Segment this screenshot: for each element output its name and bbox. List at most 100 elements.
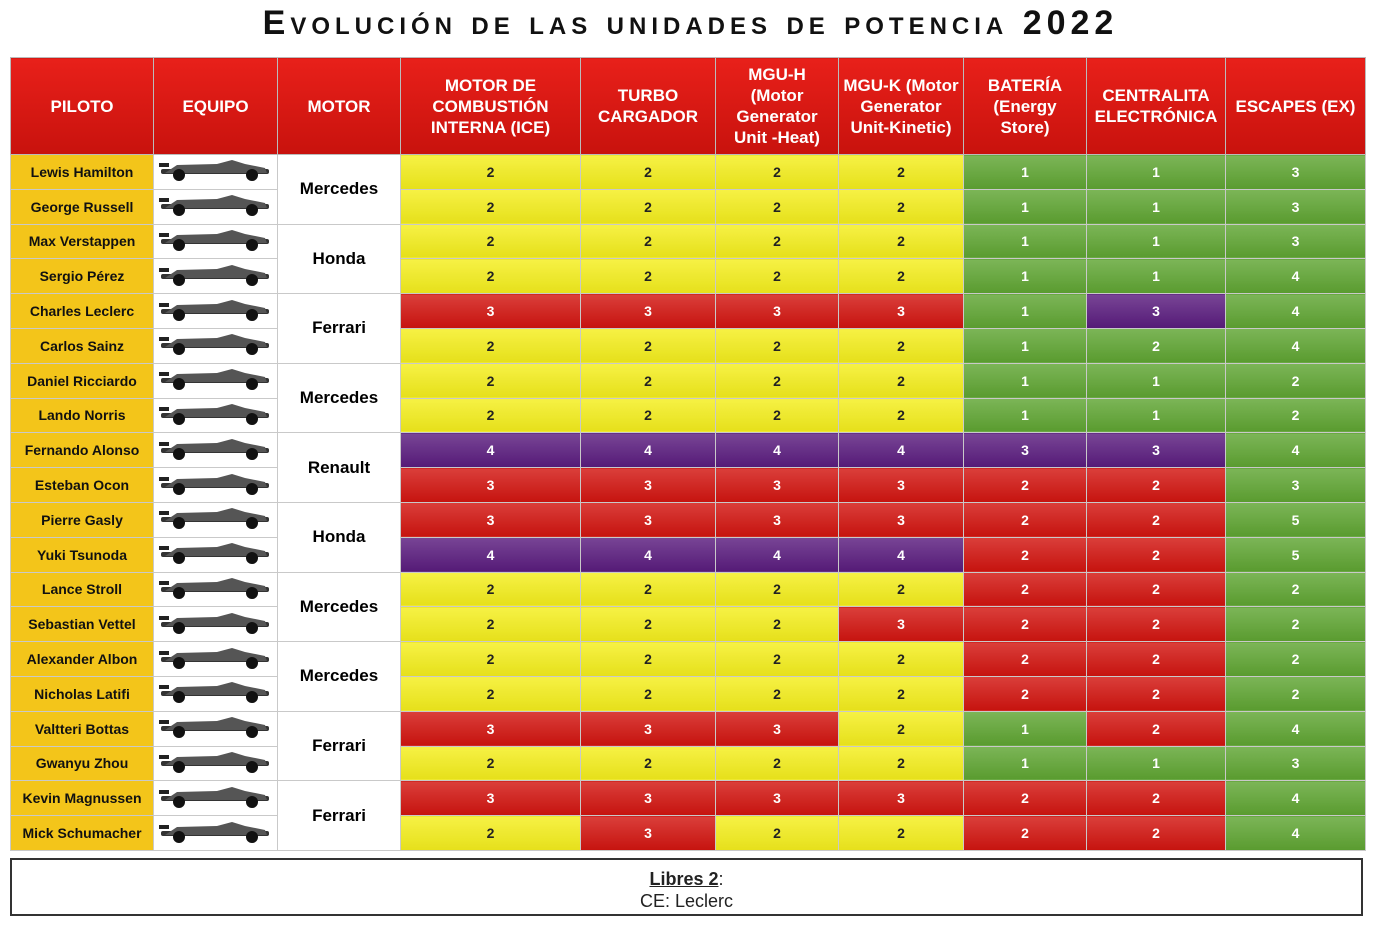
value-cell: 2 bbox=[963, 780, 1087, 817]
value-cell: 1 bbox=[1086, 223, 1226, 260]
value-cell: 2 bbox=[715, 362, 839, 399]
value-cell: 3 bbox=[1225, 154, 1366, 190]
value-cell: 2 bbox=[1225, 571, 1366, 608]
value-cell: 2 bbox=[838, 571, 964, 608]
value-cell: 2 bbox=[1086, 641, 1226, 677]
table-row: Max Verstappen Honda 2 2 2 2 1 1 3 bbox=[10, 223, 1366, 295]
value-cell: 4 bbox=[1225, 327, 1366, 364]
driver-cell: George Russell bbox=[10, 188, 154, 225]
car-icon bbox=[158, 682, 269, 704]
car-cell bbox=[153, 327, 278, 364]
value-cell: 2 bbox=[580, 223, 716, 260]
value-cell: 1 bbox=[1086, 362, 1226, 399]
value-cell: 2 bbox=[715, 745, 839, 782]
driver-cell: Pierre Gasly bbox=[10, 501, 154, 538]
column-header: ESCAPES (EX) bbox=[1225, 57, 1366, 155]
value-cell: 3 bbox=[838, 501, 964, 538]
value-cell: 3 bbox=[580, 293, 716, 329]
footer-note: CE: Leclerc bbox=[639, 891, 734, 911]
value-cell: 2 bbox=[1086, 571, 1226, 608]
value-cell: 5 bbox=[1225, 501, 1366, 538]
value-cell: 3 bbox=[580, 710, 716, 747]
driver-cell: Fernando Alonso bbox=[10, 432, 154, 469]
driver-cell: Valtteri Bottas bbox=[10, 710, 154, 747]
value-cell: 1 bbox=[963, 362, 1087, 399]
car-icon bbox=[158, 334, 269, 356]
value-cell: 3 bbox=[963, 432, 1087, 469]
value-cell: 2 bbox=[1086, 606, 1226, 643]
value-cell: 2 bbox=[1225, 606, 1366, 643]
value-cell: 2 bbox=[580, 188, 716, 225]
value-cell: 3 bbox=[838, 293, 964, 329]
driver-cell: Sergio Pérez bbox=[10, 258, 154, 295]
value-cell: 2 bbox=[838, 258, 964, 295]
column-header: MOTOR bbox=[277, 57, 401, 155]
car-cell bbox=[153, 536, 278, 573]
car-cell bbox=[153, 223, 278, 260]
value-cell: 4 bbox=[580, 536, 716, 573]
car-icon bbox=[158, 299, 269, 321]
car-icon bbox=[158, 229, 269, 251]
engine-cell: Ferrari bbox=[277, 710, 401, 782]
table-row: Carlos Sainz 2 2 2 2 1 2 4 bbox=[10, 327, 1366, 364]
engine-cell: Ferrari bbox=[277, 780, 401, 851]
value-cell: 3 bbox=[400, 780, 581, 817]
table-row: Lance Stroll Mercedes 2 2 2 2 2 2 2 bbox=[10, 571, 1366, 643]
driver-cell: Charles Leclerc bbox=[10, 293, 154, 329]
value-cell: 2 bbox=[400, 258, 581, 295]
driver-cell: Gwanyu Zhou bbox=[10, 745, 154, 782]
value-cell: 4 bbox=[715, 536, 839, 573]
value-cell: 2 bbox=[838, 641, 964, 677]
column-header: MGU-H (Motor Generator Unit -Heat) bbox=[715, 57, 839, 155]
car-cell bbox=[153, 293, 278, 329]
value-cell: 2 bbox=[715, 223, 839, 260]
value-cell: 3 bbox=[838, 467, 964, 503]
car-icon bbox=[158, 438, 269, 460]
value-cell: 3 bbox=[838, 780, 964, 817]
car-cell bbox=[153, 432, 278, 469]
car-icon bbox=[158, 473, 269, 495]
engine-cell: Mercedes bbox=[277, 641, 401, 712]
value-cell: 2 bbox=[715, 154, 839, 190]
driver-cell: Nicholas Latifi bbox=[10, 675, 154, 712]
value-cell: 3 bbox=[1086, 432, 1226, 469]
value-cell: 1 bbox=[963, 154, 1087, 190]
value-cell: 1 bbox=[1086, 154, 1226, 190]
car-icon bbox=[158, 751, 269, 773]
value-cell: 2 bbox=[400, 397, 581, 434]
value-cell: 3 bbox=[400, 467, 581, 503]
car-cell bbox=[153, 780, 278, 817]
table-row: Esteban Ocon 3 3 3 3 2 2 3 bbox=[10, 467, 1366, 503]
value-cell: 2 bbox=[580, 327, 716, 364]
table-row: Sergio Pérez 2 2 2 2 1 1 4 bbox=[10, 258, 1366, 295]
value-cell: 2 bbox=[1086, 327, 1226, 364]
value-cell: 2 bbox=[838, 675, 964, 712]
value-cell: 2 bbox=[580, 397, 716, 434]
value-cell: 1 bbox=[1086, 188, 1226, 225]
value-cell: 3 bbox=[580, 467, 716, 503]
value-cell: 2 bbox=[580, 154, 716, 190]
engine-cell: Ferrari bbox=[277, 293, 401, 364]
column-header: TURBO CARGADOR bbox=[580, 57, 716, 155]
engine-cell: Renault bbox=[277, 432, 401, 503]
value-cell: 2 bbox=[963, 467, 1087, 503]
value-cell: 2 bbox=[715, 327, 839, 364]
value-cell: 3 bbox=[580, 501, 716, 538]
table-row: Yuki Tsunoda 4 4 4 4 2 2 5 bbox=[10, 536, 1366, 573]
car-icon bbox=[158, 369, 269, 391]
column-header: BATERÍA (Energy Store) bbox=[963, 57, 1087, 155]
table-row: Nicholas Latifi 2 2 2 2 2 2 2 bbox=[10, 675, 1366, 712]
value-cell: 2 bbox=[1086, 501, 1226, 538]
value-cell: 2 bbox=[715, 641, 839, 677]
value-cell: 2 bbox=[580, 745, 716, 782]
value-cell: 3 bbox=[580, 815, 716, 851]
car-icon bbox=[158, 612, 269, 634]
car-cell bbox=[153, 154, 278, 190]
value-cell: 2 bbox=[400, 188, 581, 225]
value-cell: 2 bbox=[838, 397, 964, 434]
car-cell bbox=[153, 745, 278, 782]
value-cell: 3 bbox=[1225, 188, 1366, 225]
car-cell bbox=[153, 501, 278, 538]
value-cell: 3 bbox=[400, 293, 581, 329]
car-cell bbox=[153, 710, 278, 747]
